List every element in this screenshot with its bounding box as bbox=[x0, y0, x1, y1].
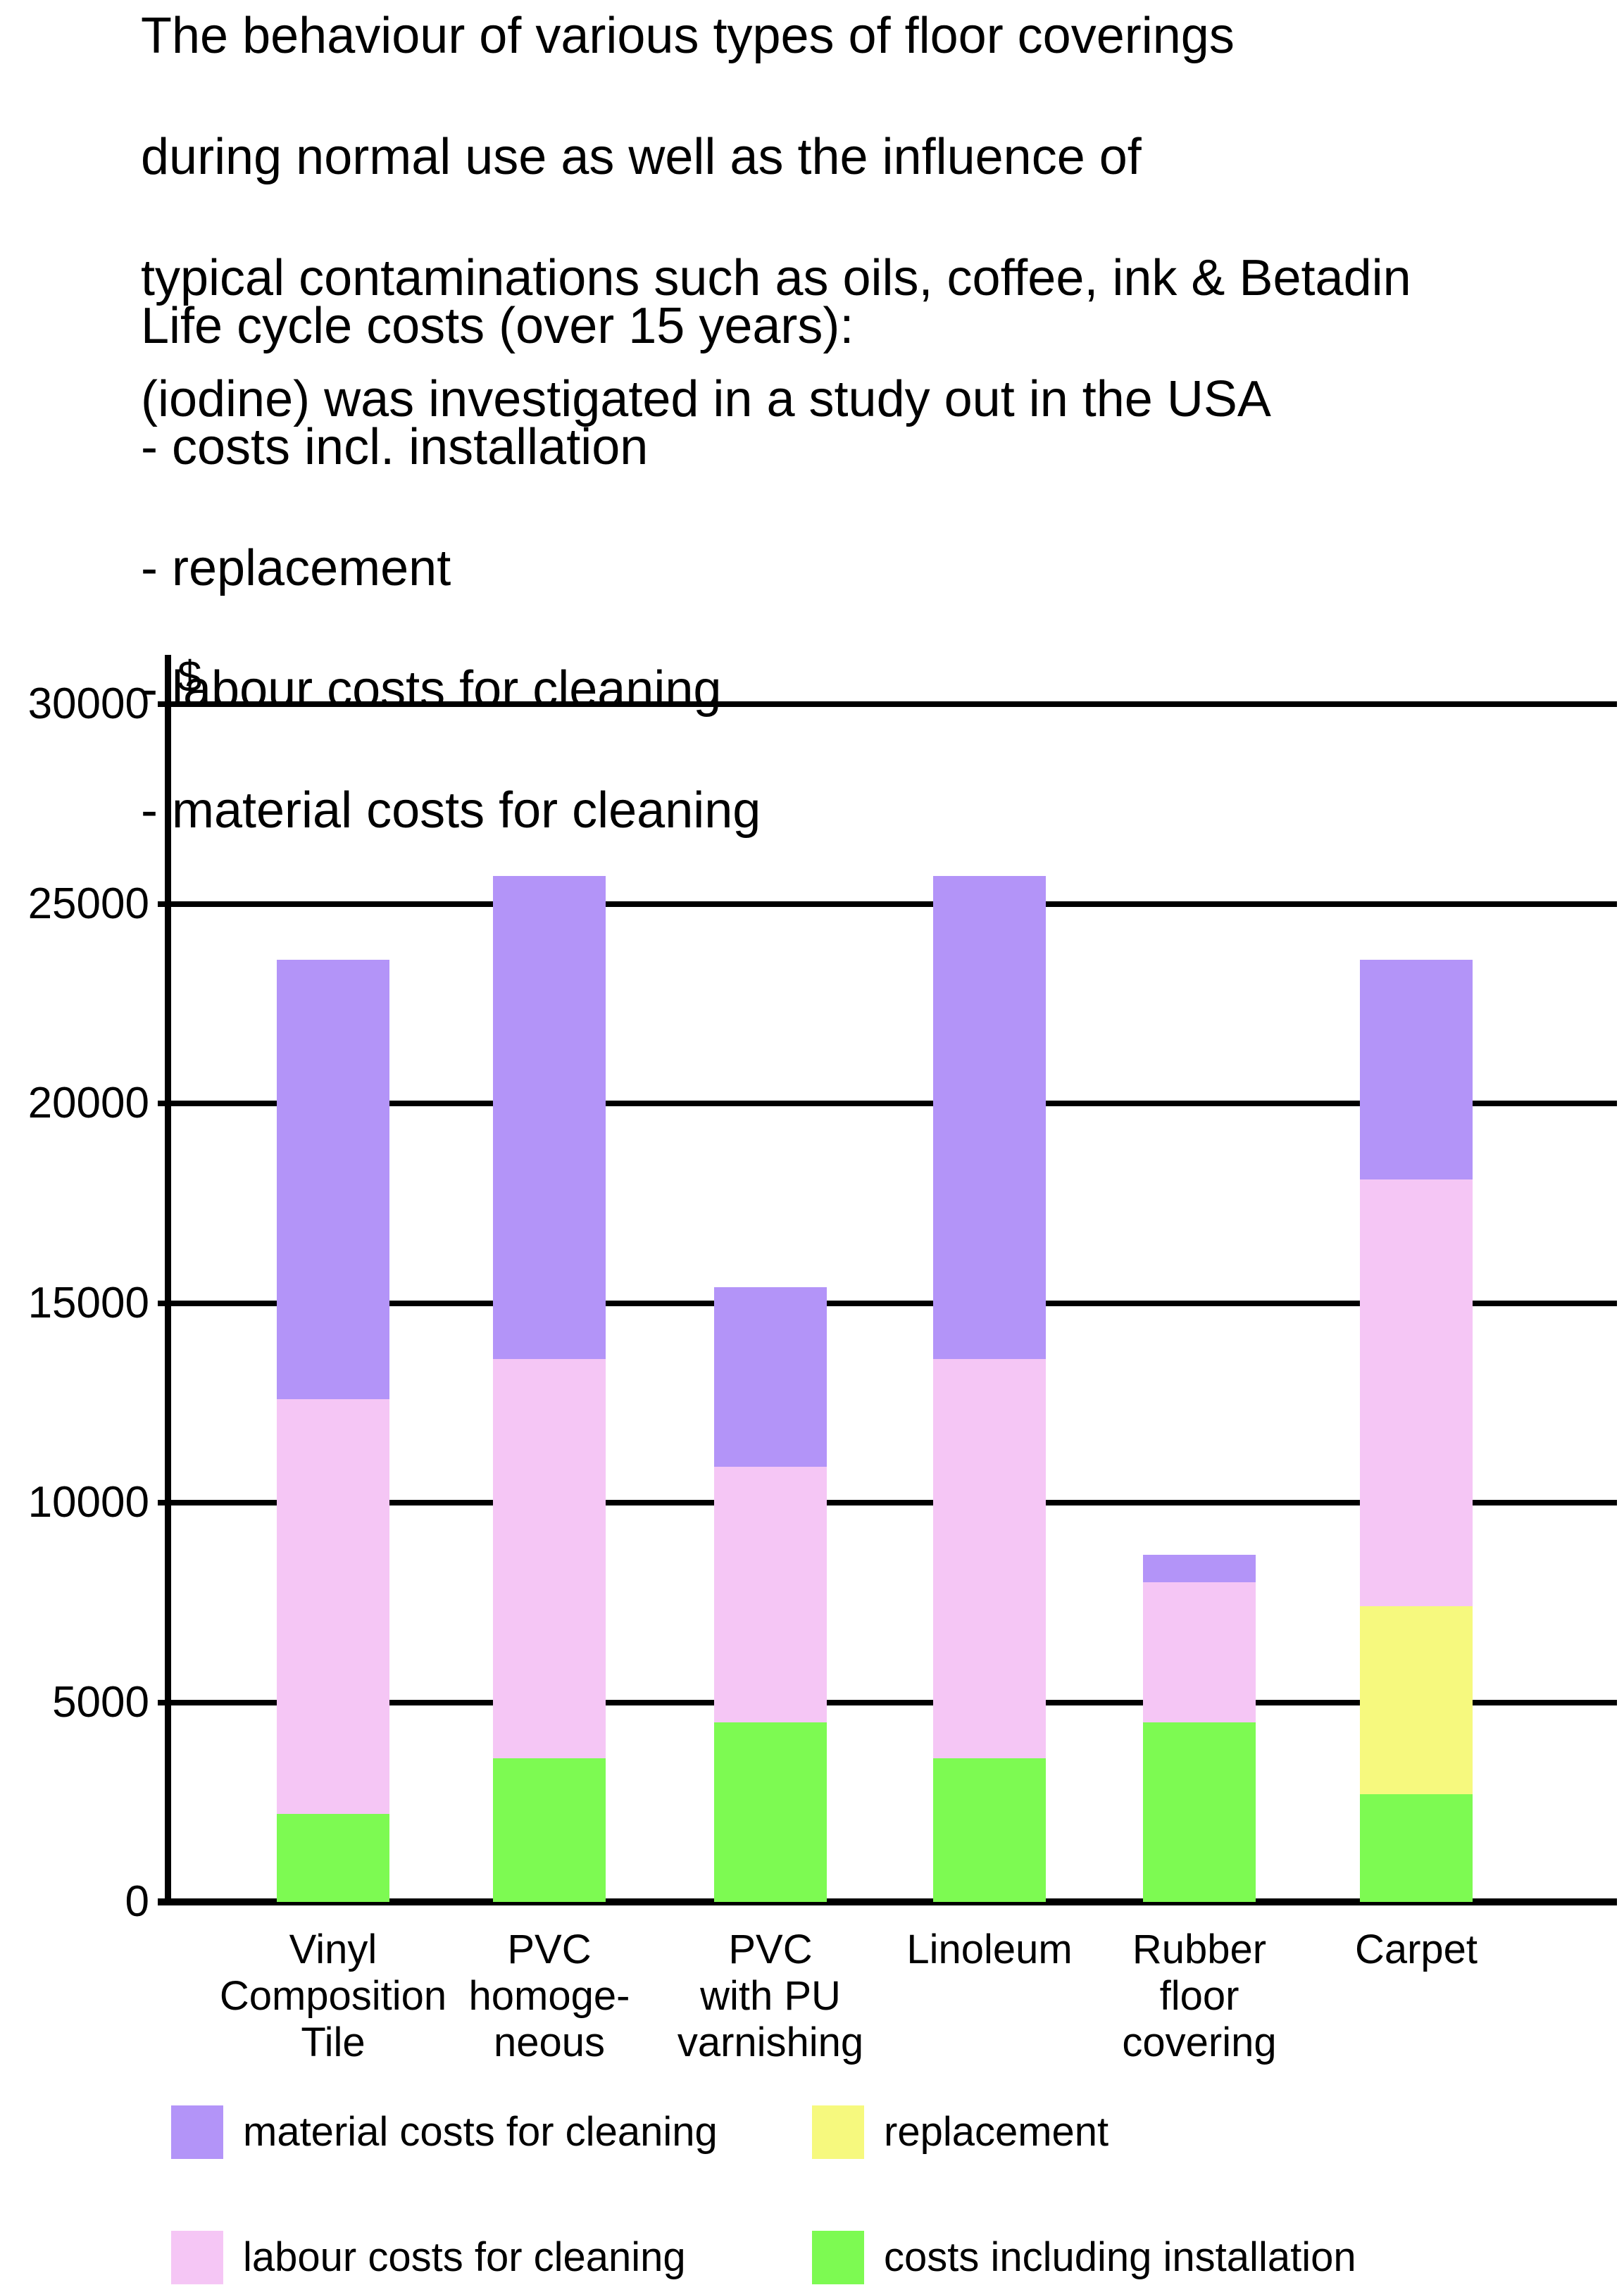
y-tick-label: 10000 bbox=[27, 1478, 149, 1527]
horizontal-gridline bbox=[158, 1300, 1617, 1306]
legend-item-costs-including-installation: costs including installation bbox=[812, 2231, 1356, 2284]
intro-line: The behaviour of various types of floor … bbox=[141, 8, 1235, 64]
bar-segment-costs-including-installation bbox=[1360, 1793, 1473, 1902]
legend-item-labour-costs: labour costs for cleaning bbox=[171, 2231, 686, 2284]
costs-item: - replacement bbox=[141, 540, 451, 596]
legend-swatch-costs-including-installation bbox=[812, 2231, 864, 2284]
bar-segment-material-costs-for-cleaning bbox=[493, 875, 606, 1359]
bar-segment-material-costs-for-cleaning bbox=[933, 875, 1046, 1359]
bar-segment-labour-costs-for-cleaning bbox=[714, 1466, 827, 1722]
bar-segment-costs-including-installation bbox=[277, 1814, 389, 1902]
y-axis-line bbox=[165, 655, 171, 1905]
category-label-pvc-with-pu-varnishing: PVC with PU varnishing bbox=[677, 1927, 864, 2065]
category-label-pvc-homogeneous: PVC homoge- neous bbox=[468, 1927, 630, 2065]
legend-label: material costs for cleaning bbox=[243, 2109, 718, 2155]
bar-segment-material-costs-for-cleaning bbox=[714, 1287, 827, 1467]
costs-item: - labour costs for cleaning bbox=[141, 661, 722, 718]
bar-rubber-floor-covering bbox=[1143, 1554, 1256, 1902]
bar-segment-replacement bbox=[1360, 1606, 1473, 1794]
bar-segment-labour-costs-for-cleaning bbox=[493, 1358, 606, 1758]
bar-segment-costs-including-installation bbox=[933, 1758, 1046, 1902]
x-axis-line bbox=[158, 1898, 1617, 1905]
bar-segment-material-costs-for-cleaning bbox=[1360, 959, 1473, 1179]
life-cycle-costs-list: Life cycle costs (over 15 years): - cost… bbox=[141, 296, 854, 841]
bar-carpet bbox=[1360, 959, 1473, 1902]
category-label-rubber-floor-covering: Rubber floor covering bbox=[1122, 1927, 1277, 2065]
category-label-vinyl-composition-tile: Vinyl Composition Tile bbox=[219, 1927, 447, 2065]
horizontal-gridline bbox=[158, 901, 1617, 907]
bar-segment-material-costs-for-cleaning bbox=[1143, 1554, 1256, 1583]
bar-segment-costs-including-installation bbox=[493, 1758, 606, 1902]
bar-segment-labour-costs-for-cleaning bbox=[933, 1358, 1046, 1758]
y-tick-label: 25000 bbox=[27, 879, 149, 928]
y-tick-label: 30000 bbox=[27, 680, 149, 728]
horizontal-gridline bbox=[158, 1500, 1617, 1505]
legend-item-replacement: replacement bbox=[812, 2105, 1108, 2159]
bar-pvc-with-pu-varnishing bbox=[714, 1287, 827, 1902]
y-tick-label: 20000 bbox=[27, 1079, 149, 1127]
horizontal-gridline bbox=[158, 1699, 1617, 1705]
intro-line: (iodine) was investigated in a study out… bbox=[141, 371, 1271, 427]
bar-segment-labour-costs-for-cleaning bbox=[277, 1398, 389, 1815]
bar-segment-costs-including-installation bbox=[1143, 1722, 1256, 1902]
bar-segment-labour-costs-for-cleaning bbox=[1143, 1582, 1256, 1722]
bar-linoleum bbox=[933, 875, 1046, 1902]
costs-heading: Life cycle costs (over 15 years): bbox=[141, 298, 854, 354]
legend-swatch-replacement bbox=[812, 2105, 864, 2159]
legend-swatch-labour-costs bbox=[171, 2231, 223, 2284]
bar-segment-material-costs-for-cleaning bbox=[277, 959, 389, 1399]
y-tick-label: 15000 bbox=[27, 1278, 149, 1327]
legend-label: replacement bbox=[884, 2109, 1109, 2155]
category-label-linoleum: Linoleum bbox=[906, 1927, 1073, 1972]
bar-vinyl-composition-tile bbox=[277, 959, 389, 1902]
category-label-carpet: Carpet bbox=[1354, 1927, 1478, 1972]
costs-item: - costs incl. installation bbox=[141, 419, 649, 475]
intro-line: typical contaminations such as oils, cof… bbox=[141, 250, 1411, 306]
intro-paragraph: The behaviour of various types of floor … bbox=[141, 6, 1411, 430]
bar-segment-costs-including-installation bbox=[714, 1722, 827, 1902]
y-tick-label: 0 bbox=[125, 1877, 149, 1926]
legend-swatch-material-costs bbox=[171, 2105, 223, 2159]
legend-item-material-costs: material costs for cleaning bbox=[171, 2105, 718, 2159]
legend-label: costs including installation bbox=[884, 2234, 1356, 2280]
intro-line: during normal use as well as the influen… bbox=[141, 129, 1142, 185]
y-tick-label: 5000 bbox=[52, 1677, 149, 1727]
bar-pvc-homogeneous bbox=[493, 875, 606, 1902]
bar-segment-labour-costs-for-cleaning bbox=[1360, 1179, 1473, 1607]
y-axis-unit-label: $ bbox=[177, 653, 202, 701]
legend-label: labour costs for cleaning bbox=[243, 2234, 686, 2280]
horizontal-gridline bbox=[158, 1101, 1617, 1106]
horizontal-gridline bbox=[158, 701, 1617, 707]
costs-item: - material costs for cleaning bbox=[141, 782, 761, 839]
